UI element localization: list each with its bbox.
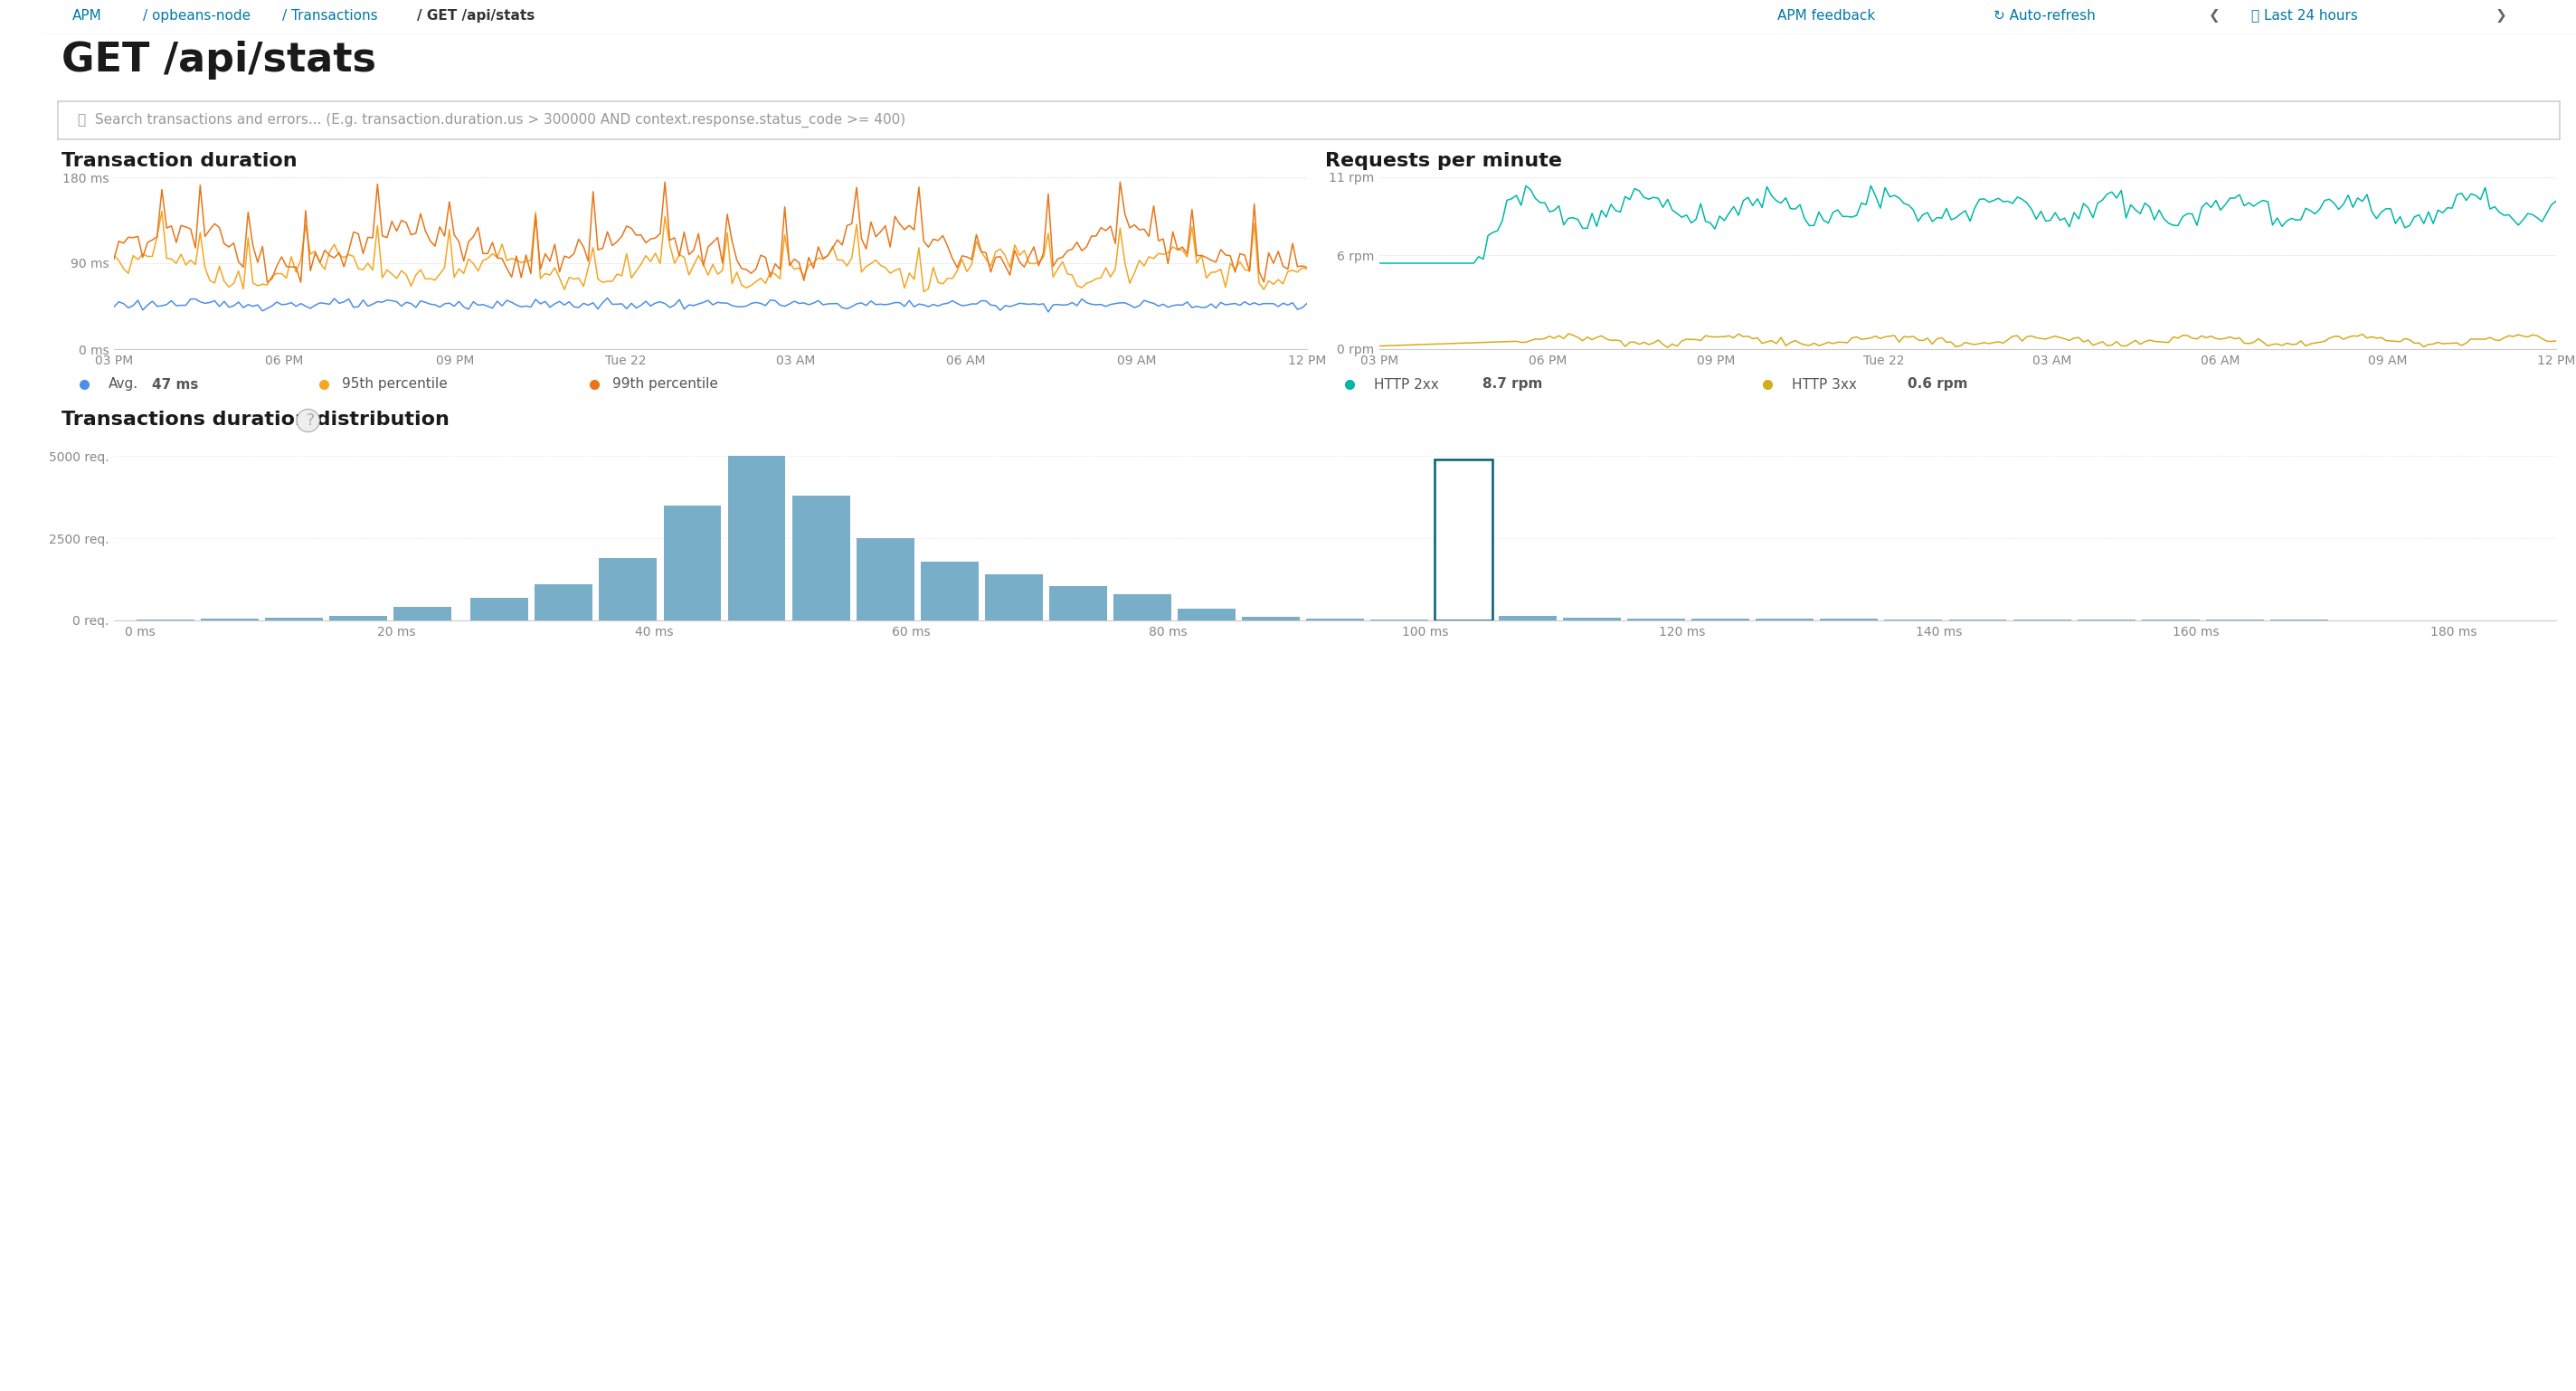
Bar xyxy=(536,584,592,620)
Bar xyxy=(1564,618,1620,620)
Text: ❯: ❯ xyxy=(2496,8,2506,22)
Text: 47 ms: 47 ms xyxy=(152,377,198,391)
Bar xyxy=(1628,618,1685,620)
Bar xyxy=(1499,615,1556,620)
Text: 8.7 rpm: 8.7 rpm xyxy=(1484,377,1543,391)
Bar xyxy=(1757,619,1814,620)
Bar xyxy=(1692,619,1749,620)
Bar xyxy=(726,456,786,620)
Text: / opbeans-node: / opbeans-node xyxy=(144,8,250,22)
Bar xyxy=(984,574,1043,620)
Text: ↻ Auto-refresh: ↻ Auto-refresh xyxy=(1994,8,2094,22)
Text: 99th percentile: 99th percentile xyxy=(613,377,719,391)
Bar xyxy=(394,608,451,620)
Bar xyxy=(1435,459,1492,620)
Text: / GET /api/stats: / GET /api/stats xyxy=(417,8,533,22)
Text: ?: ? xyxy=(301,412,314,428)
Bar xyxy=(600,558,657,620)
Text: ❮: ❮ xyxy=(2208,8,2221,22)
Bar xyxy=(855,538,914,620)
Bar xyxy=(265,618,322,620)
Text: ⏱ Last 24 hours: ⏱ Last 24 hours xyxy=(2251,8,2357,22)
Bar xyxy=(791,495,850,620)
Bar xyxy=(1113,594,1172,620)
Text: / Transactions: / Transactions xyxy=(283,8,379,22)
Text: HTTP 2xx: HTTP 2xx xyxy=(1373,377,1437,391)
Text: APM feedback: APM feedback xyxy=(1777,8,1875,22)
Text: HTTP 3xx: HTTP 3xx xyxy=(1793,377,1857,391)
Bar xyxy=(1048,586,1108,620)
Bar xyxy=(1306,619,1363,620)
Bar xyxy=(201,619,258,620)
Text: Avg.: Avg. xyxy=(108,377,139,391)
Bar xyxy=(471,597,528,620)
Text: 🔍  Search transactions and errors... (E.g. transaction.duration.us > 300000 AND : 🔍 Search transactions and errors... (E.g… xyxy=(77,113,907,128)
Text: Transactions duration distribution: Transactions duration distribution xyxy=(62,410,448,428)
Bar xyxy=(920,561,979,620)
Text: GET /api/stats: GET /api/stats xyxy=(62,40,376,79)
Text: 0.6 rpm: 0.6 rpm xyxy=(1906,377,1968,391)
Bar xyxy=(330,615,386,620)
Text: APM: APM xyxy=(72,8,100,22)
Text: 95th percentile: 95th percentile xyxy=(343,377,448,391)
Bar xyxy=(665,505,721,620)
Bar xyxy=(1242,616,1301,620)
Text: Transaction duration: Transaction duration xyxy=(62,152,296,170)
Bar xyxy=(1177,609,1236,620)
Text: Requests per minute: Requests per minute xyxy=(1324,152,1561,170)
